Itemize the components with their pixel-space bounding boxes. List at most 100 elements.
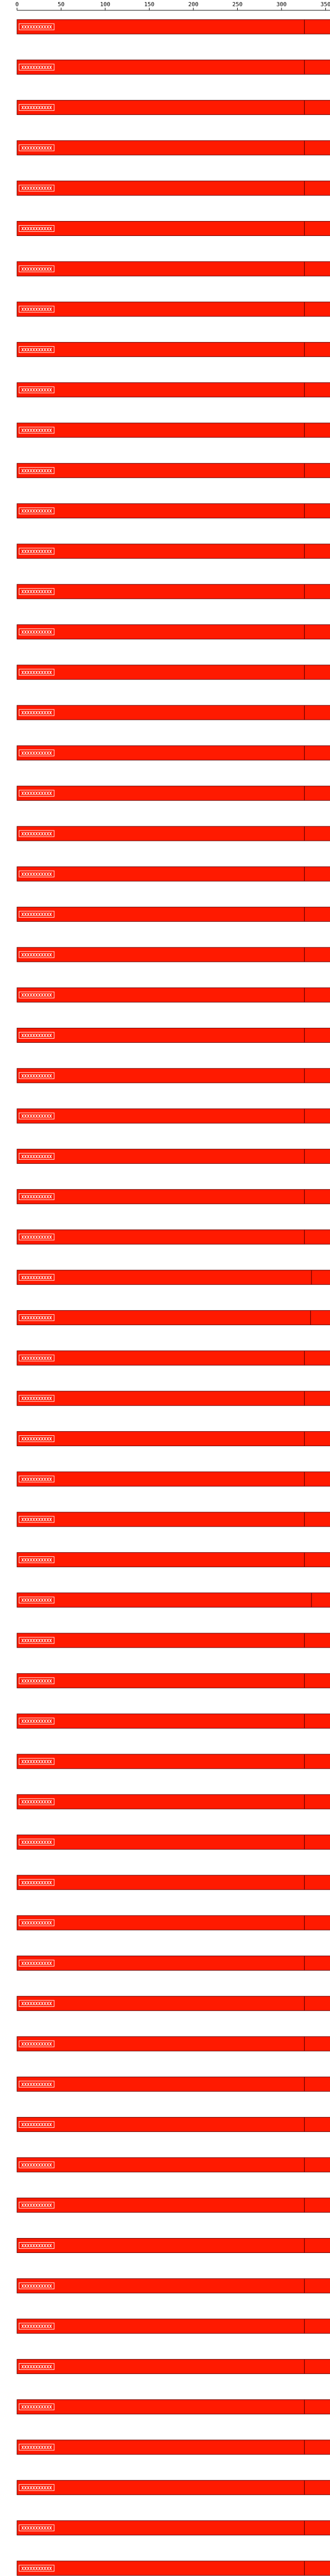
bar-row: XXXXXXXXXXX (16, 1269, 330, 1285)
bar-label: XXXXXXXXXXX (21, 1437, 52, 1442)
bar-label-box (19, 2000, 55, 2007)
bar-label: XXXXXXXXXXX (21, 1074, 52, 1079)
bar-row: XXXXXXXXXXX (16, 1391, 330, 1406)
bar-row: XXXXXXXXXXX (16, 1471, 330, 1487)
bar-label-box (19, 2080, 55, 2088)
bar-row: XXXXXXXXXXX (16, 1673, 330, 1688)
bar (16, 2117, 330, 2132)
bar-row: XXXXXXXXXXX (16, 2318, 330, 2334)
bar-row: XXXXXXXXXXX (16, 624, 330, 639)
bar-row: XXXXXXXXXXX (16, 463, 330, 478)
bar (16, 1875, 330, 1890)
bar-label-box (19, 2444, 55, 2451)
bar (16, 987, 330, 1003)
bar-label: XXXXXXXXXXX (21, 65, 52, 71)
bar-label: XXXXXXXXXXX (21, 1316, 52, 1321)
bar (16, 1955, 330, 1971)
bar (16, 1673, 330, 1688)
bar-label-box (19, 1435, 55, 1442)
bar-label-box (19, 2484, 55, 2491)
bar (16, 59, 330, 75)
bar-label: XXXXXXXXXXX (21, 1155, 52, 1160)
bar (16, 1189, 330, 1205)
bar-row: XXXXXXXXXXX (16, 826, 330, 841)
bar-label: XXXXXXXXXXX (21, 1598, 52, 1603)
bar-row: XXXXXXXXXXX (16, 2399, 330, 2415)
bar-row: XXXXXXXXXXX (16, 544, 330, 559)
bar (16, 2036, 330, 2052)
x-tick-label: 50 (58, 1, 64, 8)
bar-label: XXXXXXXXXXX (21, 1639, 52, 1644)
bar-label: XXXXXXXXXXX (21, 2566, 52, 2571)
bar (16, 544, 330, 559)
x-tick-label: 150 (144, 1, 155, 8)
bar-row: XXXXXXXXXXX (16, 1714, 330, 1729)
bar-row: XXXXXXXXXXX (16, 2117, 330, 2132)
bar-label-box (19, 1637, 55, 1644)
bar-label: XXXXXXXXXXX (21, 1114, 52, 1120)
bar-label-box (19, 2323, 55, 2330)
bar-row: XXXXXXXXXXX (16, 19, 330, 35)
bar-label: XXXXXXXXXXX (21, 791, 52, 796)
bar (16, 221, 330, 236)
bar (16, 745, 330, 760)
bar-row: XXXXXXXXXXX (16, 786, 330, 801)
bar-label-box (19, 669, 55, 676)
bar-row: XXXXXXXXXXX (16, 1955, 330, 1971)
bar-row: XXXXXXXXXXX (16, 342, 330, 357)
bar (16, 665, 330, 680)
bar-label-box (19, 225, 55, 232)
bar-label: XXXXXXXXXXX (21, 1921, 52, 1926)
bar-label: XXXXXXXXXXX (21, 1356, 52, 1361)
x-tick-label: 100 (100, 1, 110, 8)
bar-label: XXXXXXXXXXX (21, 1719, 52, 1724)
bar-label: XXXXXXXXXXX (21, 146, 52, 151)
bar-label-box (19, 1758, 55, 1765)
bar (16, 1835, 330, 1850)
bar-row: XXXXXXXXXXX (16, 382, 330, 398)
bar (16, 1269, 330, 1285)
bar-label-box (19, 2524, 55, 2532)
bar-label-box (19, 2121, 55, 2128)
bar (16, 2520, 330, 2536)
bar (16, 2076, 330, 2092)
bar-label-box (19, 709, 55, 716)
bar (16, 1633, 330, 1648)
bar-label-box (19, 1798, 55, 1805)
bar-label-box (19, 63, 55, 71)
bar-row: XXXXXXXXXXX (16, 422, 330, 438)
bar-label: XXXXXXXXXXX (21, 1840, 52, 1845)
bar (16, 422, 330, 438)
bar-label-box (19, 144, 55, 151)
x-tick-label: 300 (276, 1, 287, 8)
bar-label: XXXXXXXXXXX (21, 630, 52, 635)
bar-row: XXXXXXXXXXX (16, 1915, 330, 1930)
bar-label-box (19, 427, 55, 434)
bar (16, 1391, 330, 1406)
bar-row: XXXXXXXXXXX (16, 100, 330, 115)
bar-label: XXXXXXXXXXX (21, 1235, 52, 1241)
bar-row: XXXXXXXXXXX (16, 1189, 330, 1205)
bar-label-box (19, 2403, 55, 2411)
bar-row: XXXXXXXXXXX (16, 947, 330, 962)
bar (16, 705, 330, 720)
bar-label-box (19, 951, 55, 958)
bar-label: XXXXXXXXXXX (21, 2204, 52, 2209)
bar-label-box (19, 870, 55, 877)
bar-label-box (19, 1677, 55, 1684)
bar-row: XXXXXXXXXXX (16, 261, 330, 277)
bar-label: XXXXXXXXXXX (21, 25, 52, 30)
bar (16, 826, 330, 841)
bar-label-box (19, 1959, 55, 1967)
bar-row: XXXXXXXXXXX (16, 1835, 330, 1850)
bar (16, 2318, 330, 2334)
bar-label-box (19, 1718, 55, 1725)
bar-row: XXXXXXXXXXX (16, 1592, 330, 1608)
bar-label-box (19, 507, 55, 515)
x-axis: 0 50 100 150 200 250 300 350 (15, 1, 330, 11)
bar-label: XXXXXXXXXXX (21, 2042, 52, 2047)
bar-label: XXXXXXXXXXX (21, 1961, 52, 1967)
bar-label-box (19, 1274, 55, 1281)
bar (16, 1471, 330, 1487)
